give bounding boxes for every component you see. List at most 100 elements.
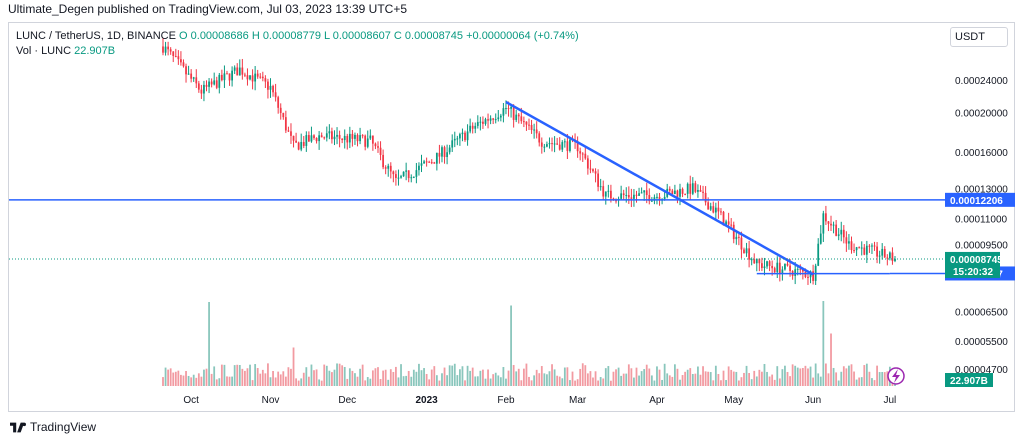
candle-body xyxy=(548,143,551,145)
candle-body xyxy=(630,197,633,199)
volume-bar xyxy=(563,367,566,386)
volume-bar xyxy=(333,369,336,386)
volume-bar xyxy=(267,363,269,386)
volume-bar xyxy=(848,365,850,386)
volume-bar xyxy=(643,369,646,386)
volume-bar xyxy=(379,378,382,386)
candle-body xyxy=(328,131,331,134)
candle-body xyxy=(807,276,809,278)
candle-body xyxy=(456,138,459,140)
candle-body xyxy=(407,170,410,179)
volume-bar xyxy=(261,369,264,386)
candle-body xyxy=(320,135,323,138)
volume-bar xyxy=(704,371,707,386)
volume-bar xyxy=(331,372,333,386)
volume-bar xyxy=(459,369,461,386)
volume-bar xyxy=(845,368,848,386)
candle-body xyxy=(164,46,167,53)
candle-body xyxy=(732,224,735,240)
volume-bar xyxy=(507,370,510,386)
volume-bar xyxy=(876,365,878,386)
volume-bar xyxy=(228,376,231,386)
candle-body xyxy=(648,195,651,202)
volume-bar xyxy=(466,365,469,386)
volume-bar xyxy=(320,380,323,386)
candle-body xyxy=(737,236,740,238)
candle-body xyxy=(297,142,300,150)
candle-body xyxy=(627,194,630,198)
candle-body xyxy=(758,258,761,264)
candle-body xyxy=(845,237,848,244)
candle-body xyxy=(205,84,208,87)
candle-body xyxy=(228,73,231,81)
volume-bar xyxy=(661,379,663,386)
candle-body xyxy=(784,263,786,270)
candle-body xyxy=(533,129,536,131)
x-axis-tick-label: 2023 xyxy=(415,395,438,406)
volume-bar xyxy=(758,369,761,386)
volume-bar xyxy=(233,365,236,386)
candle-body xyxy=(835,224,838,236)
candle-body xyxy=(223,73,226,81)
candle-body xyxy=(592,169,594,172)
volume-bar xyxy=(407,370,410,386)
x-axis-tick-label: Mar xyxy=(569,395,587,406)
volume-bar xyxy=(663,363,666,386)
volume-bar xyxy=(794,365,797,386)
volume-bar xyxy=(451,365,454,386)
candle-body xyxy=(167,46,170,50)
candle-body xyxy=(686,183,689,194)
volume-bar xyxy=(796,367,799,386)
candle-body xyxy=(218,74,221,88)
candle-body xyxy=(676,190,679,197)
volume-bar xyxy=(290,368,292,386)
candle-body xyxy=(699,190,702,192)
currency-button[interactable]: USDT xyxy=(950,27,1008,47)
candle-body xyxy=(502,108,505,116)
volume-bar xyxy=(323,364,326,386)
volume-bar xyxy=(366,377,369,386)
candle-body xyxy=(525,121,528,125)
candle-body xyxy=(714,207,717,213)
candle-body xyxy=(387,165,390,169)
candle-body xyxy=(771,265,774,269)
volume-bar xyxy=(883,372,886,386)
volume-bar xyxy=(581,363,584,386)
volume-bar xyxy=(553,369,556,386)
candle-body xyxy=(377,146,379,148)
volume-value: 22.907B xyxy=(74,45,116,57)
candle-body xyxy=(461,132,464,135)
candle-body xyxy=(740,237,743,250)
volume-bar xyxy=(405,375,408,386)
symbol-name[interactable]: LUNC / TetherUS, 1D, BINANCE xyxy=(16,30,176,42)
candle-body xyxy=(625,194,628,196)
candle-body xyxy=(264,78,267,82)
candle-body xyxy=(418,165,420,171)
volume-bar xyxy=(842,366,845,386)
candle-body xyxy=(254,73,257,82)
countdown-label: 15:20:32 xyxy=(953,267,993,278)
candle-body xyxy=(197,83,200,90)
candle-body xyxy=(180,59,182,63)
candle-body xyxy=(850,241,853,251)
candle-body xyxy=(832,224,835,226)
volume-bar xyxy=(712,380,715,386)
volume-badge-label: 22.907B xyxy=(950,376,988,387)
candle-body xyxy=(190,73,193,79)
candle-body xyxy=(338,134,341,139)
y-axis-tick-label: 0.00004700 xyxy=(955,365,1008,376)
candle-body xyxy=(405,170,408,172)
volume-bar xyxy=(433,366,436,386)
candle-body xyxy=(584,153,587,159)
volume-bar xyxy=(566,367,569,386)
tradingview-footer[interactable]: TradingView xyxy=(10,420,96,434)
candle-body xyxy=(400,176,402,178)
volume-bar xyxy=(648,368,651,386)
volume-bar xyxy=(656,366,658,386)
candle-body xyxy=(556,143,559,145)
volume-bar xyxy=(801,367,804,386)
volume-label[interactable]: Vol · LUNC xyxy=(16,45,72,57)
volume-bar xyxy=(732,371,735,386)
volume-bar xyxy=(226,376,228,386)
